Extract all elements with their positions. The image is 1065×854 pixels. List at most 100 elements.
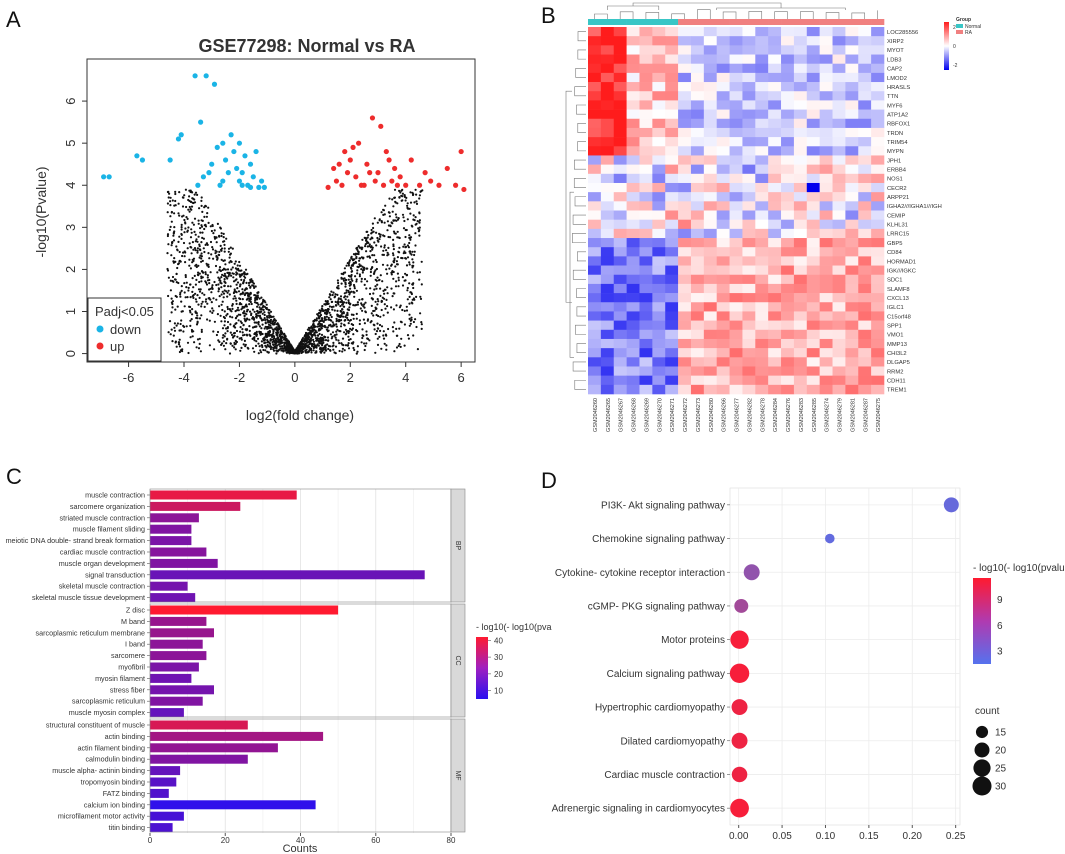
heatmap-cell [652, 238, 666, 248]
volcano-ns-point [273, 337, 276, 340]
volcano-up-point [372, 178, 378, 184]
heatmap-cell [729, 63, 743, 74]
volcano-ns-point [198, 296, 201, 299]
heatmap-cell [588, 238, 602, 248]
volcano-ns-point [213, 235, 216, 239]
volcano-ns-point [419, 190, 422, 193]
volcano-ns-point [352, 346, 355, 350]
volcano-ns-point [341, 337, 345, 340]
heatmap-cell [626, 238, 640, 248]
volcano-ns-point [167, 243, 170, 246]
heatmap-cell [703, 91, 717, 101]
volcano-ns-point [191, 201, 194, 204]
heatmap-cell [690, 320, 705, 331]
volcano-ns-point [227, 285, 230, 288]
heatmap-cell [613, 82, 627, 92]
volcano-ns-point [408, 295, 411, 298]
heatmap-cell [639, 247, 653, 257]
heatmap-cell [690, 182, 705, 193]
volcano-ns-point [198, 245, 201, 248]
volcano-ns-point [197, 288, 201, 291]
heatmap-cell [819, 366, 833, 376]
heatmap-cell [690, 338, 705, 349]
volcano-ns-point [392, 238, 395, 241]
heatmap-cell [768, 72, 782, 83]
heatmap-cell [781, 357, 795, 367]
heatmap-cell [781, 311, 795, 321]
heatmap-column-branch [632, 2, 782, 8]
volcano-ns-point [366, 236, 369, 239]
volcano-ns-point [194, 283, 197, 286]
heatmap-group-cell [858, 19, 872, 25]
heatmap-cell [716, 375, 730, 386]
heatmap-cell [716, 293, 730, 303]
volcano-ns-point [264, 341, 267, 344]
volcano-ns-point [185, 216, 188, 219]
heatmap-cell [613, 357, 627, 367]
volcano-ns-point [335, 323, 338, 326]
volcano-ns-point [397, 285, 400, 288]
volcano-ns-point [349, 327, 352, 330]
volcano-ns-point [420, 327, 423, 330]
heatmap-row-label: CAP2 [887, 67, 902, 73]
go-term-label: sarcoplasmic reticulum [72, 697, 145, 706]
volcano-ns-point [193, 274, 196, 277]
heatmap-cell [678, 173, 692, 184]
heatmap-cell [690, 91, 705, 101]
volcano-ns-point [191, 277, 194, 280]
volcano-ns-point [336, 287, 339, 290]
panel-letter-b: B [541, 3, 556, 28]
heatmap-cell [678, 302, 692, 312]
volcano-ns-point [401, 199, 404, 202]
volcano-ns-point [273, 346, 277, 349]
volcano-ns-point [247, 347, 250, 350]
heatmap-cell [793, 357, 808, 367]
heatmap-cell [806, 228, 820, 239]
heatmap-group-cell [626, 19, 640, 25]
heatmap-cell [729, 27, 743, 37]
heatmap-cell [742, 302, 756, 312]
volcano-ns-point [254, 285, 257, 288]
volcano-ns-point [195, 323, 199, 326]
volcano-ns-point [167, 196, 170, 199]
volcano-ns-point [309, 337, 313, 340]
volcano-ns-point [386, 272, 389, 275]
volcano-ns-point [170, 220, 173, 223]
volcano-ns-point [403, 219, 406, 223]
go-legend-tick-label: 40 [494, 636, 503, 645]
volcano-ns-point [386, 264, 389, 267]
volcano-ns-point [190, 318, 193, 321]
heatmap-cell [703, 155, 717, 165]
heatmap-cell [678, 293, 692, 303]
volcano-ns-point [414, 188, 417, 191]
volcano-ns-point [240, 269, 243, 272]
heatmap-cell [665, 45, 679, 55]
volcano-ns-point [327, 347, 330, 351]
volcano-ns-point [201, 231, 204, 234]
volcano-ns-point [354, 261, 358, 264]
volcano-ns-point [266, 343, 269, 347]
kegg-color-legend: - log10(- log10(pvalue)) 963 [973, 563, 1065, 664]
volcano-ns-point [218, 305, 221, 308]
heatmap-cell [845, 238, 859, 248]
heatmap-cell [703, 182, 717, 193]
heatmap-cell [793, 247, 808, 257]
volcano-ns-point [320, 338, 323, 341]
volcano-ns-point [383, 292, 386, 295]
heatmap-cell [755, 238, 769, 248]
heatmap-row-label: ATP1A2 [887, 113, 908, 119]
go-bar [150, 558, 218, 568]
volcano-ns-point [333, 296, 336, 299]
volcano-ns-point [251, 347, 255, 350]
volcano-ns-point [169, 225, 172, 228]
volcano-ns-point [362, 318, 365, 321]
volcano-ns-point [321, 342, 324, 345]
heatmap-cell [639, 348, 653, 358]
volcano-ns-point [175, 245, 178, 248]
heatmap-cell [652, 320, 666, 331]
heatmap-cell [806, 155, 820, 165]
volcano-ns-point [380, 245, 383, 248]
volcano-ns-point [243, 312, 246, 315]
go-term-label: muscle alpha- actinin binding [52, 766, 145, 775]
